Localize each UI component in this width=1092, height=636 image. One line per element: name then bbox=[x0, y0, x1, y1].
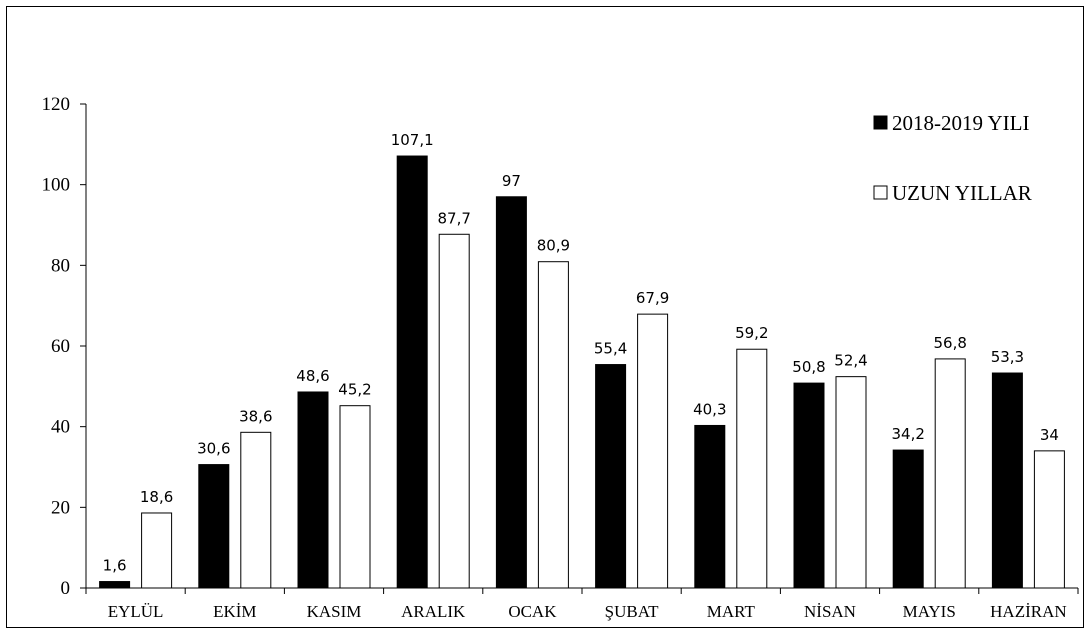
data-label-series-1: 40,3 bbox=[693, 400, 726, 418]
bar-series-2 bbox=[339, 405, 371, 589]
x-category-label: EYLÜL bbox=[108, 602, 164, 621]
data-label-series-1: 34,2 bbox=[891, 425, 924, 443]
y-tick-label: 120 bbox=[42, 94, 71, 115]
bar-series-1 bbox=[595, 364, 627, 589]
bar-series-2 bbox=[1033, 450, 1065, 589]
data-label-series-1: 48,6 bbox=[296, 367, 329, 385]
data-label-series-1: 53,3 bbox=[991, 348, 1024, 366]
data-label-series-2: 52,4 bbox=[834, 352, 867, 370]
x-category-label: HAZİRAN bbox=[990, 602, 1067, 621]
bar-series-2 bbox=[736, 348, 768, 589]
y-tick-label: 80 bbox=[51, 255, 70, 276]
bar-series-1 bbox=[694, 424, 726, 589]
bar-series-1 bbox=[991, 372, 1023, 589]
data-label-series-2: 18,6 bbox=[140, 488, 173, 506]
legend: 2018-2019 YILI UZUN YILLAR bbox=[873, 111, 1032, 205]
y-tick-label: 60 bbox=[51, 336, 70, 357]
bar-series-1 bbox=[892, 449, 924, 589]
legend-swatch-series-2 bbox=[873, 185, 888, 200]
data-label-series-2: 45,2 bbox=[338, 381, 371, 399]
x-category-label: MAYIS bbox=[903, 602, 956, 621]
bar-series-2 bbox=[537, 261, 569, 589]
data-label-series-1: 30,6 bbox=[197, 440, 230, 458]
legend-label-series-1: 2018-2019 YILI bbox=[892, 111, 1029, 135]
y-tick-label: 0 bbox=[61, 578, 71, 599]
legend-swatch-series-1 bbox=[873, 115, 888, 130]
bar-series-1 bbox=[396, 155, 428, 589]
data-label-series-2: 59,2 bbox=[735, 324, 768, 342]
data-label-series-2: 56,8 bbox=[933, 334, 966, 352]
data-label-series-1: 97 bbox=[502, 172, 521, 190]
bar-series-1 bbox=[198, 464, 230, 589]
x-category-label: OCAK bbox=[508, 602, 557, 621]
data-label-series-1: 55,4 bbox=[594, 340, 627, 358]
bar-series-2 bbox=[438, 233, 470, 589]
bar-series-1 bbox=[297, 391, 329, 589]
data-label-series-2: 34 bbox=[1040, 426, 1059, 444]
x-category-label: KASIM bbox=[307, 602, 362, 621]
legend-label-series-2: UZUN YILLAR bbox=[892, 181, 1032, 205]
x-category-label: MART bbox=[707, 602, 756, 621]
x-category-label: NİSAN bbox=[804, 602, 856, 621]
bar-series-2 bbox=[141, 512, 173, 589]
data-label-series-2: 80,9 bbox=[537, 237, 570, 255]
bar-series-2 bbox=[934, 358, 966, 589]
bar-series-2 bbox=[240, 431, 272, 589]
data-label-series-2: 87,7 bbox=[437, 209, 470, 227]
bar-series-1 bbox=[495, 196, 527, 589]
y-tick-label: 20 bbox=[51, 497, 70, 518]
data-label-series-1: 107,1 bbox=[391, 131, 434, 149]
y-tick-label: 100 bbox=[42, 175, 71, 196]
data-label-series-1: 50,8 bbox=[792, 358, 825, 376]
x-category-label: ŞUBAT bbox=[605, 602, 659, 621]
data-label-series-1: 1,6 bbox=[103, 557, 127, 575]
y-tick-label: 40 bbox=[51, 417, 70, 438]
bar-series-1 bbox=[793, 382, 825, 589]
bar-series-1 bbox=[99, 581, 131, 589]
bar-series-2 bbox=[637, 313, 669, 589]
x-category-label: EKİM bbox=[213, 602, 256, 621]
bar-series-2 bbox=[835, 376, 867, 589]
data-label-series-2: 67,9 bbox=[636, 289, 669, 307]
data-label-series-2: 38,6 bbox=[239, 407, 272, 425]
x-category-label: ARALIK bbox=[401, 602, 466, 621]
